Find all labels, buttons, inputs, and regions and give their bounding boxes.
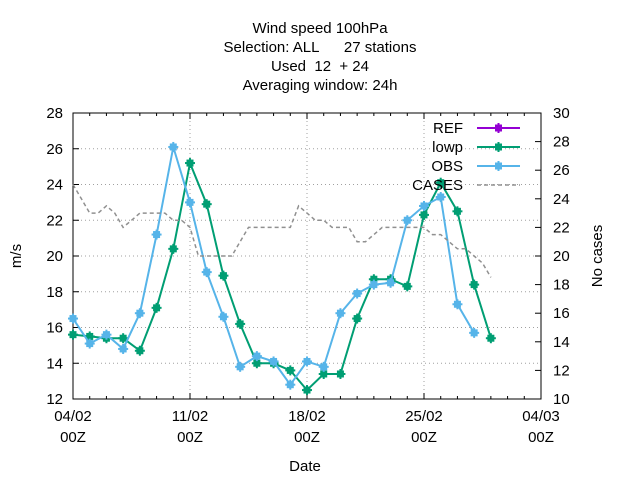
chart-title-line: Averaging window: 24h xyxy=(243,77,398,94)
series-cases xyxy=(72,184,492,278)
series-point-obs xyxy=(218,311,229,322)
series-point-obs xyxy=(435,192,446,203)
y-tick-label: 28 xyxy=(46,105,63,122)
series-point-obs xyxy=(235,361,246,372)
y2-tick-label: 30 xyxy=(553,105,570,122)
x-tick-label: 18/02 xyxy=(288,408,326,425)
chart-title-line: Used 12 + 24 xyxy=(271,58,369,75)
series-point-obs xyxy=(335,308,346,319)
series-point-lowp xyxy=(469,279,480,290)
y-tick-label: 18 xyxy=(46,284,63,301)
y-tick-label: 14 xyxy=(46,355,63,372)
legend: REF lowp OBS CASES xyxy=(412,120,520,194)
series-point-lowp xyxy=(485,333,496,344)
series-point-obs xyxy=(402,215,413,226)
series-point-obs xyxy=(452,299,463,310)
legend-marker-lowp xyxy=(493,142,504,152)
series-point-obs xyxy=(68,313,78,324)
chart-title-line: Selection: ALL 27 stations xyxy=(224,39,417,56)
series-point-obs xyxy=(251,351,262,362)
series-point-obs xyxy=(151,229,162,240)
series-obs xyxy=(68,141,480,390)
y2-tick-label: 18 xyxy=(553,277,570,294)
x-axis-label: Date xyxy=(289,458,321,475)
y2-tick-label: 22 xyxy=(553,219,570,236)
grid xyxy=(73,113,541,399)
y2-tick-label: 12 xyxy=(553,362,570,379)
series-point-lowp xyxy=(185,158,195,169)
y-tick-label: 24 xyxy=(46,177,63,194)
series-point-obs xyxy=(201,267,212,278)
series-point-lowp xyxy=(452,206,463,217)
plot-frame xyxy=(72,112,542,400)
x-tick-label-hour: 00Z xyxy=(60,429,86,446)
x-tick-label-hour: 00Z xyxy=(411,429,437,446)
series-point-lowp xyxy=(201,199,212,210)
legend-label-obs: OBS xyxy=(431,158,463,175)
x-tick-label: 04/03 xyxy=(522,408,560,425)
series-line-lowp xyxy=(72,159,492,392)
y-tick-label: 16 xyxy=(46,320,63,337)
y-tick-label: 22 xyxy=(46,212,63,229)
y-axis-label: m/s xyxy=(8,244,25,268)
y2-axis-label: No cases xyxy=(589,225,606,288)
series-point-obs xyxy=(419,200,429,211)
series-point-lowp xyxy=(118,333,129,344)
legend-label-ref: REF xyxy=(433,120,463,137)
series-point-lowp xyxy=(235,318,246,329)
series-point-lowp xyxy=(168,243,179,254)
legend-marker-ref xyxy=(493,123,504,133)
series-point-lowp xyxy=(285,365,296,376)
series-point-obs xyxy=(118,343,129,354)
series-point-lowp xyxy=(68,329,78,340)
x-tick-label-hour: 00Z xyxy=(294,429,320,446)
x-tick-label: 11/02 xyxy=(172,408,208,425)
series-point-obs xyxy=(168,141,179,152)
legend-marker-obs xyxy=(493,161,504,171)
y-tick-label: 26 xyxy=(46,141,63,158)
y2-tick-label: 24 xyxy=(553,191,570,208)
series-line-cases xyxy=(72,184,492,278)
y2-tick-label: 20 xyxy=(553,248,570,265)
series-point-obs xyxy=(368,279,379,290)
x-tick-label: 04/02 xyxy=(54,408,92,425)
series-point-obs xyxy=(385,277,396,288)
series-point-obs xyxy=(134,308,145,319)
y2-tick-label: 14 xyxy=(553,334,570,351)
series-point-lowp xyxy=(302,385,312,396)
series-point-obs xyxy=(285,379,296,390)
series-point-lowp xyxy=(134,345,145,356)
legend-label-lowp: lowp xyxy=(432,139,463,156)
series-point-lowp xyxy=(402,281,413,292)
y2-tick-label: 28 xyxy=(553,134,570,151)
series-point-lowp xyxy=(335,368,346,379)
y-tick-label: 12 xyxy=(46,391,63,408)
series-point-lowp xyxy=(419,209,429,220)
series-point-obs xyxy=(469,327,480,338)
series-point-obs xyxy=(352,288,363,299)
series-point-lowp xyxy=(151,302,162,313)
series-point-lowp xyxy=(435,177,446,188)
series-point-obs xyxy=(84,338,95,349)
y-tick-label: 20 xyxy=(46,248,63,265)
series-point-obs xyxy=(318,361,329,372)
series-point-lowp xyxy=(218,270,229,281)
series-point-obs xyxy=(101,329,112,340)
legend-label-cases: CASES xyxy=(412,177,463,194)
chart-title-line: Wind speed 100hPa xyxy=(252,20,388,37)
y2-tick-label: 10 xyxy=(553,391,570,408)
x-tick-label: 25/02 xyxy=(405,408,443,425)
series-point-obs xyxy=(302,356,312,367)
y2-tick-label: 26 xyxy=(553,162,570,179)
series-point-lowp xyxy=(352,313,363,324)
series-point-obs xyxy=(185,197,195,208)
y2-tick-label: 16 xyxy=(553,305,570,322)
x-tick-label-hour: 00Z xyxy=(528,429,554,446)
x-tick-label-hour: 00Z xyxy=(177,429,203,446)
series-point-obs xyxy=(268,356,279,367)
